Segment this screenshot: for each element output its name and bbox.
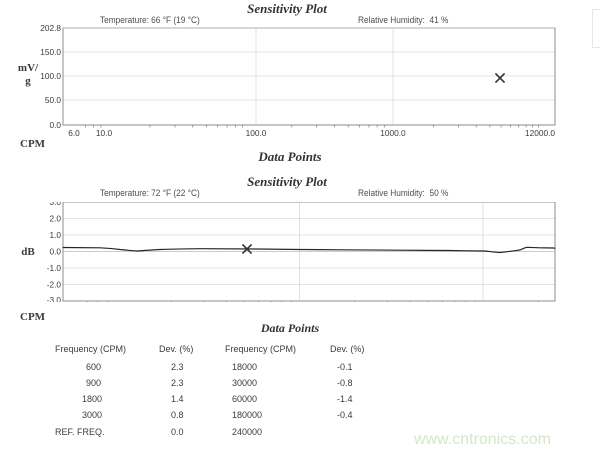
svg-text:150.0: 150.0 xyxy=(40,47,61,57)
svg-text:-2.0: -2.0 xyxy=(47,280,62,290)
svg-text:-1.0: -1.0 xyxy=(47,263,62,273)
svg-text:0.0: 0.0 xyxy=(49,120,61,130)
svg-text:6.0: 6.0 xyxy=(68,128,80,138)
svg-text:202.8: 202.8 xyxy=(40,23,61,33)
svg-text:2.0: 2.0 xyxy=(49,214,61,224)
svg-text:-3.0: -3.0 xyxy=(47,295,62,302)
svg-text:1.0: 1.0 xyxy=(49,230,61,240)
svg-text:100.0: 100.0 xyxy=(40,71,61,81)
svg-text:0.0: 0.0 xyxy=(49,247,61,257)
svg-text:3.0: 3.0 xyxy=(49,202,61,207)
svg-text:100.0: 100.0 xyxy=(246,128,267,138)
svg-text:12000.0: 12000.0 xyxy=(525,128,555,138)
svg-text:1000.0: 1000.0 xyxy=(380,128,406,138)
svg-text:10.0: 10.0 xyxy=(96,128,113,138)
svg-text:50.0: 50.0 xyxy=(45,95,62,105)
